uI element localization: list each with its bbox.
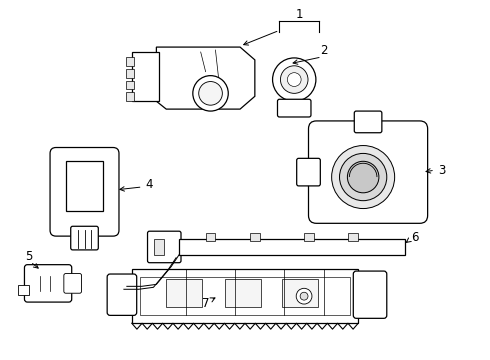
- Bar: [166, 279, 202, 306]
- Circle shape: [116, 282, 128, 294]
- FancyBboxPatch shape: [296, 158, 320, 186]
- Circle shape: [110, 290, 122, 302]
- Bar: [126, 69, 134, 78]
- FancyBboxPatch shape: [277, 99, 311, 117]
- Text: 5: 5: [24, 250, 32, 263]
- FancyBboxPatch shape: [107, 274, 137, 315]
- Bar: [126, 93, 134, 101]
- Circle shape: [280, 66, 308, 93]
- Bar: [126, 57, 134, 66]
- Bar: [179, 239, 406, 255]
- Text: 1: 1: [295, 8, 303, 21]
- Bar: [282, 279, 318, 306]
- Circle shape: [296, 288, 312, 304]
- Text: 6: 6: [412, 231, 419, 244]
- FancyBboxPatch shape: [50, 148, 119, 236]
- FancyBboxPatch shape: [71, 226, 98, 250]
- Circle shape: [340, 153, 387, 201]
- FancyBboxPatch shape: [64, 274, 81, 293]
- Circle shape: [193, 76, 228, 111]
- Bar: [304, 233, 314, 241]
- FancyBboxPatch shape: [24, 265, 72, 302]
- FancyBboxPatch shape: [309, 121, 428, 223]
- Text: 3: 3: [438, 164, 445, 177]
- Polygon shape: [132, 52, 159, 101]
- Bar: [140, 277, 350, 315]
- Circle shape: [332, 145, 394, 208]
- Bar: [126, 81, 134, 89]
- Bar: [225, 279, 261, 306]
- FancyBboxPatch shape: [147, 231, 181, 263]
- Bar: [154, 239, 164, 255]
- Bar: [206, 233, 216, 241]
- Bar: [66, 161, 103, 211]
- FancyBboxPatch shape: [353, 271, 387, 318]
- Text: 2: 2: [320, 44, 327, 57]
- Bar: [250, 233, 260, 241]
- Bar: [18, 285, 29, 295]
- Polygon shape: [156, 47, 255, 109]
- FancyBboxPatch shape: [132, 269, 358, 323]
- Text: 4: 4: [146, 179, 153, 192]
- Text: 7: 7: [202, 297, 209, 310]
- Circle shape: [287, 73, 301, 86]
- Circle shape: [199, 82, 222, 105]
- Bar: [348, 233, 358, 241]
- Circle shape: [300, 292, 308, 300]
- Circle shape: [347, 161, 379, 193]
- FancyBboxPatch shape: [354, 111, 382, 133]
- Circle shape: [272, 58, 316, 101]
